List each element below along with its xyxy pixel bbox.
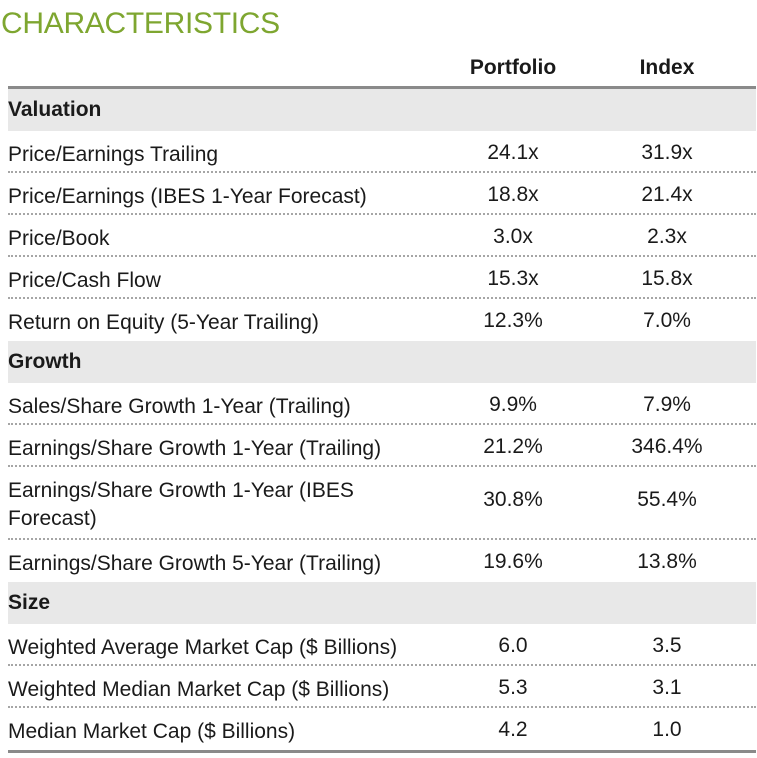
table-row: Weighted Average Market Cap ($ Billions)… — [8, 624, 756, 666]
portfolio-value: 18.8x — [487, 183, 539, 206]
table-row: Earnings/Share Growth 5-Year (Trailing) … — [8, 540, 756, 582]
portfolio-value: 19.6% — [483, 550, 543, 573]
index-value: 13.8% — [637, 550, 697, 573]
column-header-index: Index — [639, 56, 695, 79]
page-title: CHARACTERISTICS — [1, 7, 280, 40]
index-value: 21.4x — [641, 183, 693, 206]
section-valuation: Valuation — [8, 89, 756, 131]
index-value: 3.5 — [652, 634, 682, 657]
portfolio-value: 4.2 — [498, 718, 528, 741]
index-value: 346.4% — [631, 435, 703, 458]
table-row: Price/Book 3.0x 2.3x — [8, 215, 756, 257]
section-title: Growth — [8, 350, 82, 373]
section-title: Valuation — [8, 98, 102, 121]
row-label: Earnings/Share Growth 1-Year (Trailing) — [8, 437, 382, 460]
table-row: Price/Earnings (IBES 1-Year Forecast) 18… — [8, 173, 756, 215]
section-size: Size — [8, 582, 756, 624]
table-row: Return on Equity (5-Year Trailing) 12.3%… — [8, 299, 756, 341]
row-label: Price/Book — [8, 227, 110, 250]
index-value: 1.0 — [652, 718, 682, 741]
row-label: Weighted Average Market Cap ($ Billions) — [8, 636, 398, 659]
index-value: 15.8x — [641, 267, 693, 290]
row-label: Price/Cash Flow — [8, 269, 161, 292]
row-label: Return on Equity (5-Year Trailing) — [8, 311, 319, 334]
index-value: 3.1 — [652, 676, 682, 699]
row-label: Earnings/Share Growth 5-Year (Trailing) — [8, 552, 382, 575]
portfolio-value: 5.3 — [498, 676, 528, 699]
portfolio-value: 9.9% — [489, 393, 537, 416]
index-value: 2.3x — [647, 225, 687, 248]
index-value: 7.0% — [643, 309, 691, 332]
row-label: Price/Earnings (IBES 1-Year Forecast) — [8, 185, 367, 208]
section-title: Size — [8, 591, 51, 614]
portfolio-value: 6.0 — [498, 634, 528, 657]
table-row: Earnings/Share Growth 1-Year (IBES Forec… — [8, 467, 756, 540]
portfolio-value: 21.2% — [483, 435, 543, 458]
portfolio-value: 24.1x — [487, 141, 539, 164]
table-row: Price/Earnings Trailing 24.1x 31.9x — [8, 131, 756, 173]
table-row: Sales/Share Growth 1-Year (Trailing) 9.9… — [8, 383, 756, 425]
table-row: Price/Cash Flow 15.3x 15.8x — [8, 257, 756, 299]
index-value: 31.9x — [641, 141, 693, 164]
table-header: Portfolio Index — [8, 48, 756, 89]
row-label: Earnings/Share Growth 1-Year (IBES Forec… — [8, 479, 354, 530]
table-row: Weighted Median Market Cap ($ Billions) … — [8, 666, 756, 708]
index-value: 55.4% — [637, 488, 697, 511]
table-row: Median Market Cap ($ Billions) 4.2 1.0 — [8, 708, 756, 750]
bottom-rule — [8, 750, 756, 753]
row-label: Weighted Median Market Cap ($ Billions) — [8, 678, 390, 701]
table-row: Earnings/Share Growth 1-Year (Trailing) … — [8, 425, 756, 467]
portfolio-value: 3.0x — [493, 225, 533, 248]
characteristics-table: Portfolio Index Valuation Price/Earnings… — [8, 48, 756, 753]
portfolio-value: 15.3x — [487, 267, 539, 290]
row-label: Sales/Share Growth 1-Year (Trailing) — [8, 395, 351, 418]
portfolio-value: 30.8% — [483, 488, 543, 511]
section-growth: Growth — [8, 341, 756, 383]
row-label: Price/Earnings Trailing — [8, 143, 219, 166]
portfolio-value: 12.3% — [483, 309, 543, 332]
column-header-portfolio: Portfolio — [469, 56, 557, 79]
index-value: 7.9% — [643, 393, 691, 416]
row-label: Median Market Cap ($ Billions) — [8, 720, 296, 743]
